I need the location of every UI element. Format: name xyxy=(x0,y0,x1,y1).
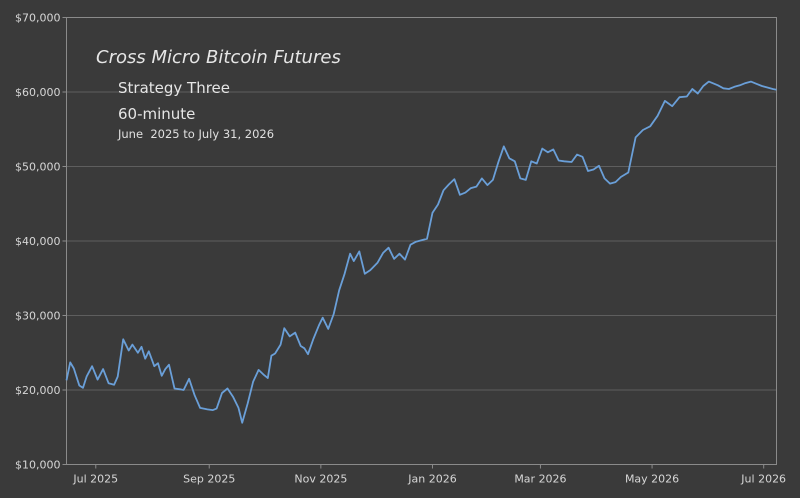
chart-timeframe: 60-minute xyxy=(118,105,195,123)
x-tick-label: Sep 2025 xyxy=(183,473,235,486)
y-tick-label: $50,000 xyxy=(15,161,61,174)
x-tick-label: Mar 2026 xyxy=(514,473,566,486)
x-tick-label: Nov 2025 xyxy=(294,473,347,486)
y-tick-label: $60,000 xyxy=(15,86,61,99)
x-tick-label: Jul 2026 xyxy=(740,473,786,486)
y-tick-label: $70,000 xyxy=(15,12,61,25)
x-axis: Jul 2025 Sep 2025 Nov 2025 Jan 2026 Mar 2026… xyxy=(72,464,786,486)
chart-title: Cross Micro Bitcoin Futures xyxy=(96,47,341,68)
y-tick-label: $10,000 xyxy=(15,459,61,472)
y-axis: $10,000 $20,000 $30,000 $40,000 $50,000 $60,0… xyxy=(15,12,67,472)
x-tick-label: May 2026 xyxy=(625,473,679,486)
series-line xyxy=(65,80,777,424)
x-tick-label: Jul 2025 xyxy=(72,473,118,486)
chart-date-range: June 2025 to July 31, 2026 xyxy=(117,127,274,141)
y-tick-label: $20,000 xyxy=(15,384,61,397)
x-tick-label: Jan 2026 xyxy=(407,473,456,486)
y-tick-label: $30,000 xyxy=(15,310,61,323)
chart-subtitle: Strategy Three xyxy=(118,79,230,97)
y-tick-label: $40,000 xyxy=(15,235,61,248)
plot-frame xyxy=(66,17,777,465)
